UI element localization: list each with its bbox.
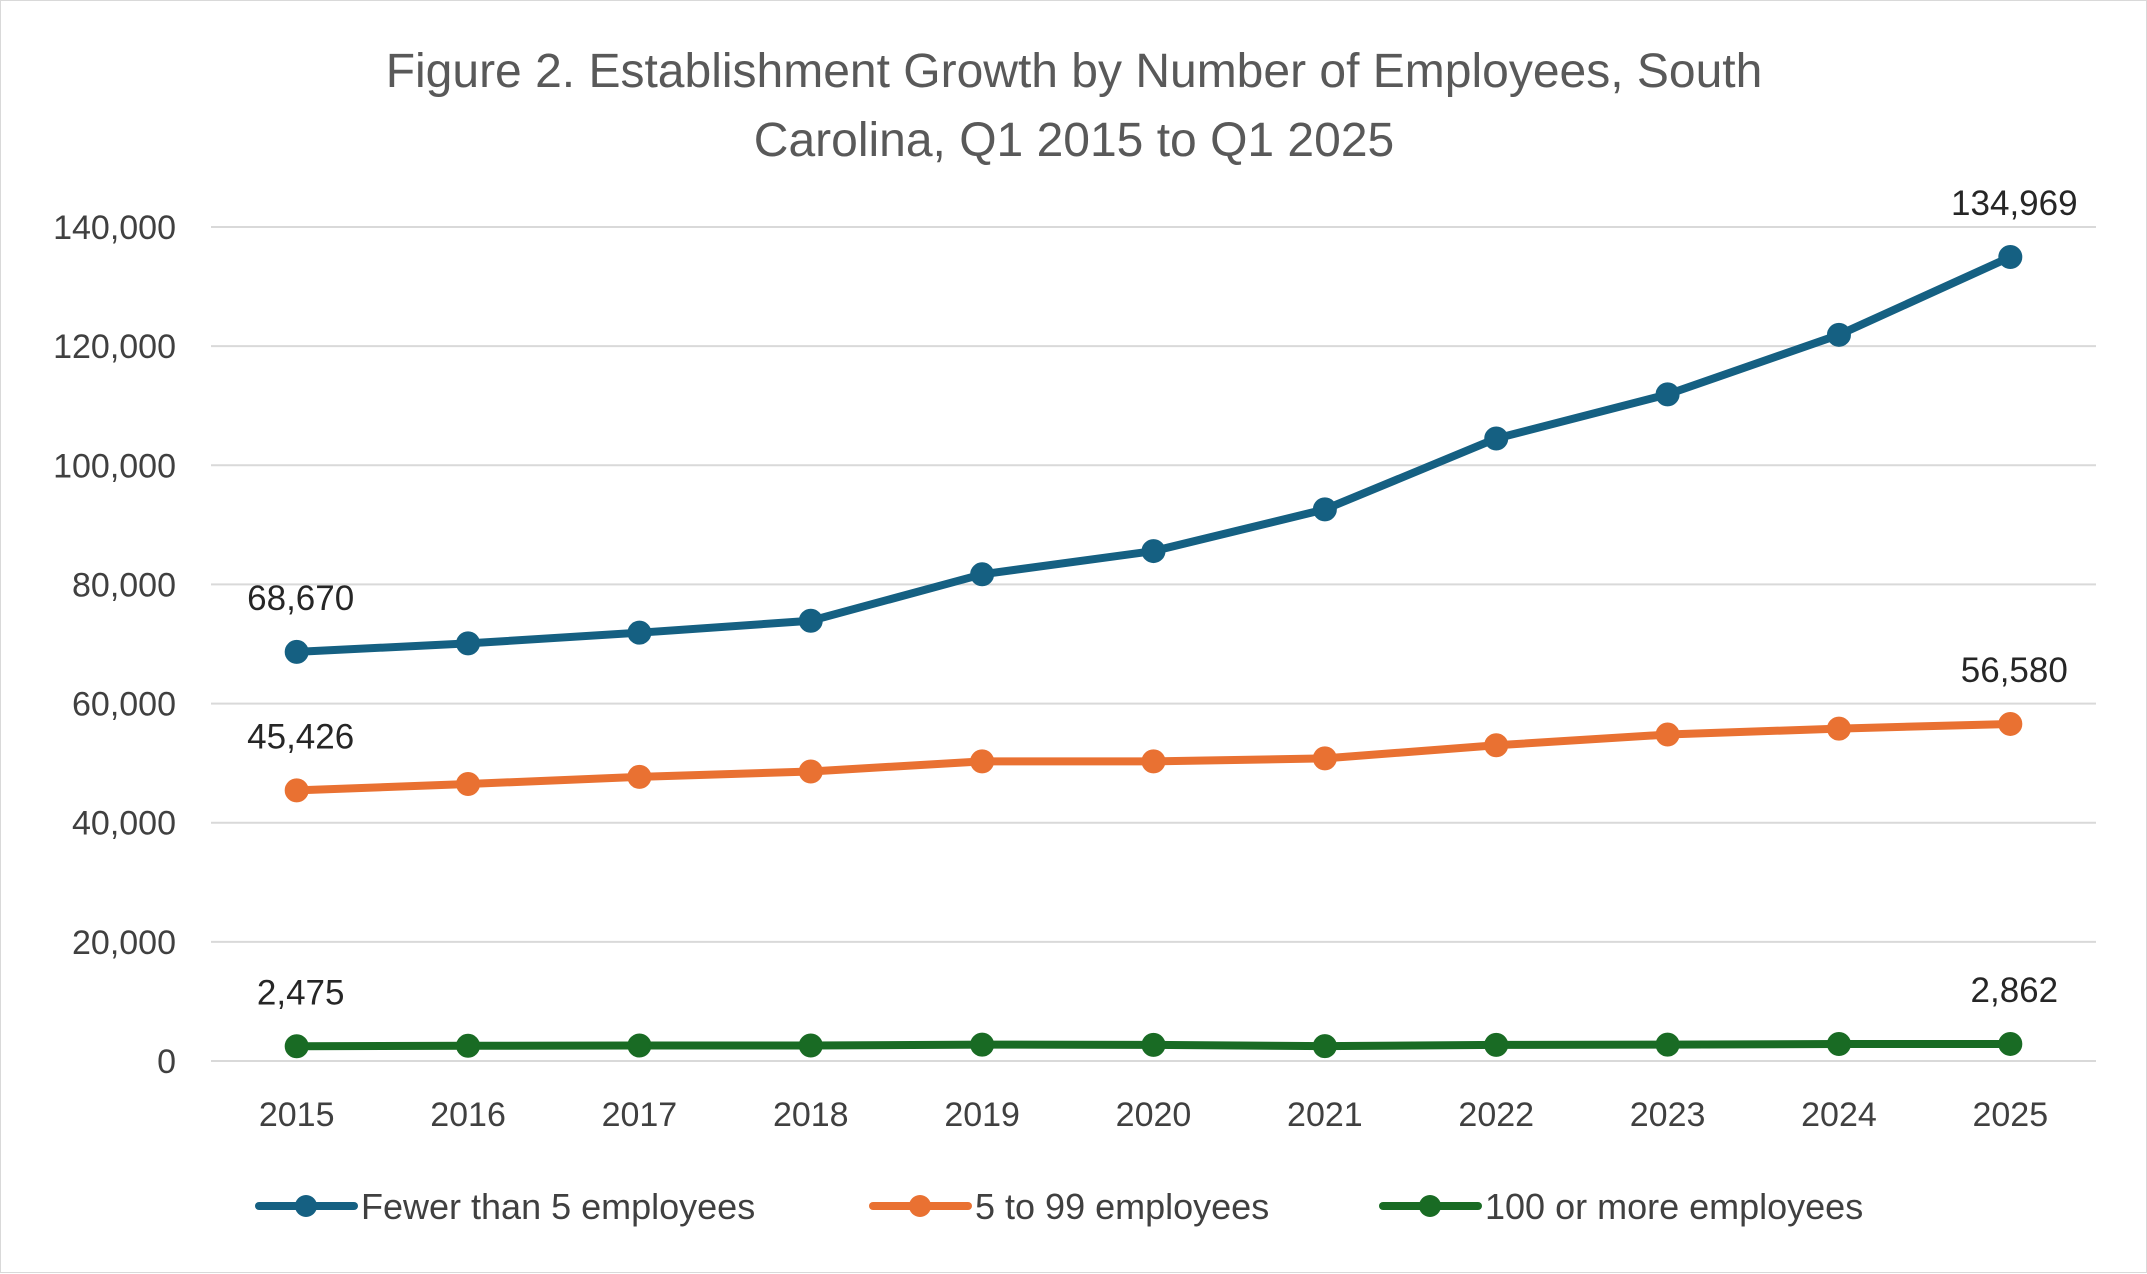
y-axis-tick-labels: 0 20,000 40,000 60,000 80,000 100,000 120,000 1… (53, 209, 176, 1081)
data-point (627, 764, 652, 789)
legend-label: 5 to 99 employees (975, 1186, 1269, 1227)
data-labels: 68,670 134,969 45,426 56,580 2,475 2,862 (247, 184, 2077, 1012)
data-point (456, 1033, 481, 1058)
y-tick-label: 60,000 (72, 686, 176, 724)
x-tick-label: 2022 (1458, 1096, 1534, 1134)
data-point (456, 631, 481, 656)
data-point (1312, 1034, 1337, 1059)
legend-label: 100 or more employees (1485, 1186, 1863, 1227)
y-tick-label: 100,000 (53, 447, 176, 485)
data-point (1141, 749, 1166, 774)
y-tick-label: 80,000 (72, 566, 176, 604)
x-tick-label: 2023 (1630, 1096, 1706, 1134)
y-tick-label: 0 (157, 1043, 176, 1081)
x-tick-label: 2019 (944, 1096, 1020, 1134)
legend-label: Fewer than 5 employees (361, 1186, 755, 1227)
data-point (284, 778, 309, 803)
x-axis-tick-labels: 2015 2016 2017 2018 2019 2020 2021 2022 2023 2024… (259, 1096, 2048, 1134)
data-point (970, 1032, 995, 1057)
legend-swatch-marker (909, 1195, 931, 1217)
x-tick-label: 2025 (1972, 1096, 2048, 1134)
y-tick-label: 40,000 (72, 805, 176, 843)
data-label: 45,426 (247, 717, 354, 756)
data-point (1826, 322, 1851, 347)
legend: Fewer than 5 employees 5 to 99 employees 1… (255, 1186, 1863, 1227)
y-tick-label: 20,000 (72, 924, 176, 962)
x-tick-label: 2024 (1801, 1096, 1877, 1134)
data-point (798, 1033, 823, 1058)
data-label: 68,670 (247, 579, 354, 618)
data-point (627, 1033, 652, 1058)
series-line-0 (292, 252, 2015, 656)
data-point (627, 620, 652, 645)
chart-title-line-2: Carolina, Q1 2015 to Q1 2025 (754, 114, 1394, 167)
data-point (1998, 711, 2023, 736)
y-tick-label: 120,000 (53, 328, 176, 366)
data-point (1655, 722, 1680, 747)
data-point (798, 759, 823, 784)
gridlines (211, 226, 2096, 1062)
data-point (1141, 1032, 1166, 1057)
data-point (1998, 244, 2023, 269)
data-point (1484, 733, 1509, 758)
data-label: 2,862 (1971, 971, 2059, 1010)
data-point (1998, 1031, 2023, 1056)
data-point (970, 749, 995, 774)
data-point (1312, 746, 1337, 771)
data-point (1655, 1032, 1680, 1057)
data-point (1484, 1032, 1509, 1057)
data-point (284, 1034, 309, 1059)
data-point (970, 562, 995, 587)
series-lines (284, 244, 2023, 1059)
data-point (1826, 716, 1851, 741)
data-label: 2,475 (257, 973, 345, 1012)
data-point (1655, 382, 1680, 407)
data-point (1312, 497, 1337, 522)
data-point (456, 771, 481, 796)
x-tick-label: 2016 (430, 1096, 506, 1134)
chart-title: Figure 2. Establishment Growth by Number… (386, 45, 1763, 167)
x-tick-label: 2018 (773, 1096, 849, 1134)
data-point (1484, 426, 1509, 451)
data-point (1141, 539, 1166, 564)
data-point (798, 608, 823, 633)
data-point (284, 639, 309, 664)
data-point (1826, 1032, 1851, 1057)
legend-swatch-marker (295, 1195, 317, 1217)
chart-title-line-1: Figure 2. Establishment Growth by Number… (386, 45, 1763, 98)
x-tick-label: 2021 (1287, 1096, 1363, 1134)
x-tick-label: 2020 (1116, 1096, 1192, 1134)
legend-swatch-marker (1419, 1195, 1441, 1217)
data-label: 134,969 (1951, 184, 2078, 223)
y-tick-label: 140,000 (53, 209, 176, 247)
data-label: 56,580 (1961, 651, 2068, 690)
x-tick-label: 2017 (602, 1096, 678, 1134)
x-tick-label: 2015 (259, 1096, 335, 1134)
